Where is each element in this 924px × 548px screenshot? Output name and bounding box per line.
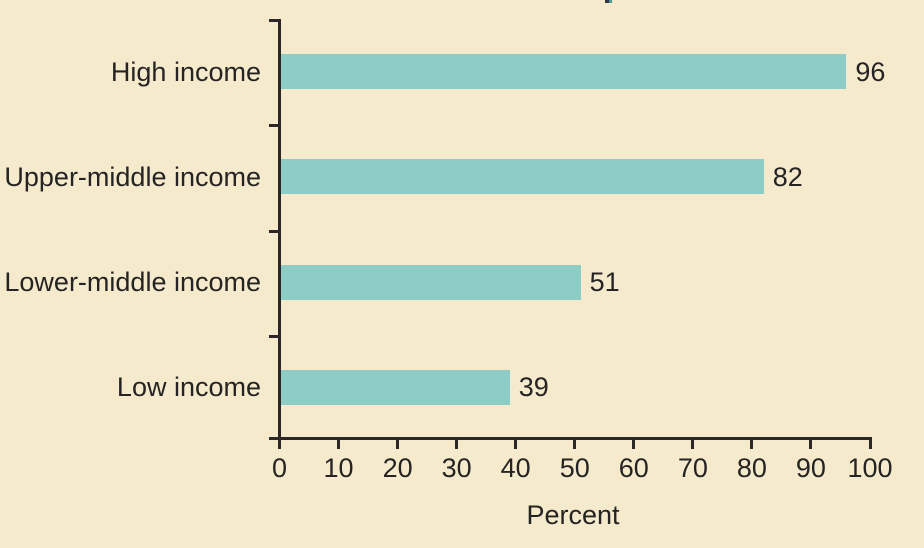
x-axis-tick (514, 437, 518, 449)
x-axis-tick-label: 0 (271, 453, 288, 483)
category-label: Low income (116, 372, 261, 403)
x-axis-tick (573, 437, 577, 449)
x-axis-tick (455, 437, 459, 449)
bar-value-label: 96 (855, 56, 886, 87)
x-axis-tick (396, 437, 400, 449)
x-axis-tick (337, 437, 341, 449)
category-label: Upper-middle income (4, 161, 261, 192)
bar (281, 369, 510, 405)
x-axis-tick (868, 437, 872, 449)
bar (281, 54, 847, 90)
x-axis-tick-label: 20 (382, 453, 413, 483)
x-axis-tick-label: 10 (323, 453, 354, 483)
y-axis-tick (269, 229, 281, 233)
bar (281, 159, 764, 195)
category-label: High income (110, 56, 261, 87)
x-axis-tick (750, 437, 754, 449)
x-axis-tick-label: 70 (677, 453, 708, 483)
bar-value-label: 82 (772, 161, 803, 192)
x-axis-tick (809, 437, 813, 449)
category-label: Lower-middle income (4, 267, 261, 298)
x-axis-tick-label: 50 (559, 453, 590, 483)
x-axis-title: Percent (526, 500, 620, 530)
y-axis-tick (269, 334, 281, 338)
x-axis-tick-label: 90 (795, 453, 826, 483)
bar (281, 264, 581, 300)
x-axis-tick-label: 100 (847, 453, 893, 483)
y-axis-tick (269, 124, 281, 128)
bar-value-label: 39 (518, 372, 549, 403)
cropped-text-artifact (605, 0, 612, 3)
x-axis-tick (278, 437, 281, 449)
x-axis-line (269, 437, 872, 440)
x-axis-tick (632, 437, 636, 449)
x-axis-tick-label: 60 (618, 453, 649, 483)
x-axis-tick-label: 40 (500, 453, 531, 483)
x-axis-tick-label: 80 (736, 453, 767, 483)
x-axis-tick (691, 437, 695, 449)
x-axis-tick-label: 30 (441, 453, 472, 483)
bar-value-label: 51 (589, 267, 620, 298)
y-axis-tick (269, 19, 281, 22)
